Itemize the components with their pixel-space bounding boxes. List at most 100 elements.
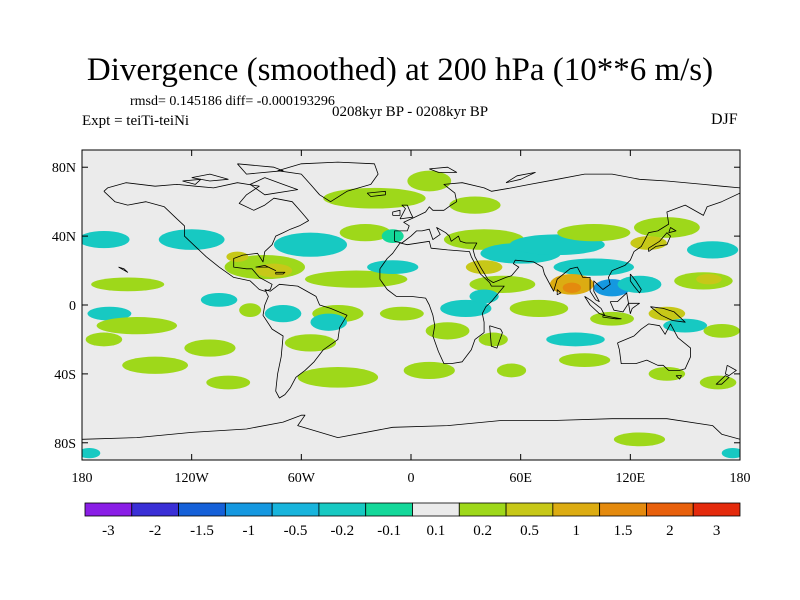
divergence-contour: [469, 289, 499, 304]
divergence-contour: [613, 432, 666, 447]
divergence-contour: [339, 224, 391, 242]
x-tick-label: 0: [408, 471, 415, 486]
colorbar-label: -0.1: [377, 523, 401, 539]
divergence-contour: [590, 311, 634, 326]
divergence-contour: [509, 299, 569, 318]
colorbar-label: -0.2: [330, 523, 354, 539]
coastline: [392, 209, 401, 216]
colorbar-swatch: [692, 502, 741, 517]
coastline: [275, 271, 286, 275]
coastline: [628, 302, 640, 314]
divergence-contour: [686, 241, 739, 259]
colorbar-swatch: [318, 502, 367, 517]
colorbar-label: 1: [573, 523, 581, 539]
coastline: [429, 166, 458, 173]
coastline: [103, 182, 309, 292]
coastline: [715, 375, 730, 385]
coastline: [489, 325, 503, 349]
coastline: [182, 178, 202, 185]
divergence-contour: [381, 229, 404, 243]
colorbar-swatch: [646, 502, 694, 517]
divergence-contour: [469, 275, 536, 293]
coastline: [505, 172, 536, 184]
divergence-contour: [663, 318, 708, 333]
divergence-contour: [200, 292, 238, 307]
divergence-contour: [696, 274, 722, 285]
x-tick-label: 180: [730, 471, 751, 486]
divergence-contour: [87, 306, 132, 321]
divergence-contour: [310, 313, 348, 331]
colorbar-swatch: [458, 502, 507, 517]
colorbar-label: -3: [102, 523, 115, 539]
colorbar-label: 1.5: [614, 523, 633, 539]
divergence-contour: [407, 170, 452, 192]
y-tick-label: 0: [69, 299, 76, 314]
colorbar-label: 0.5: [520, 523, 539, 539]
y-tick-label: 80N: [52, 161, 76, 176]
divergence-contour: [617, 275, 662, 293]
divergence-contour: [264, 305, 302, 323]
colorbar-label: -0.5: [284, 523, 308, 539]
colorbar-swatch: [84, 502, 133, 517]
y-tick-label: 40S: [54, 368, 76, 383]
coastline: [629, 273, 642, 294]
divergence-contour: [403, 361, 455, 380]
rmsd-diff-stats: rmsd= 0.145186 diff= -0.000193296: [130, 94, 335, 109]
x-tick-label: 60E: [509, 471, 532, 486]
divergence-contour: [546, 332, 605, 347]
colorbar-label: 2: [666, 523, 674, 539]
divergence-contour: [449, 196, 501, 214]
divergence-contour: [206, 375, 251, 390]
divergence-contour: [184, 339, 236, 357]
colorbar-label: 0.2: [473, 523, 492, 539]
colorbar-swatch: [271, 502, 320, 517]
divergence-contour: [304, 270, 408, 288]
divergence-contour: [239, 303, 262, 318]
x-tick-label: 120W: [175, 471, 210, 486]
x-tick-label: 120E: [616, 471, 646, 486]
coastline: [725, 364, 737, 376]
season-label: DJF: [711, 111, 738, 128]
coastline: [237, 163, 284, 175]
coastline: [399, 204, 414, 220]
divergence-contour: [379, 306, 424, 321]
divergence-contour: [82, 230, 130, 249]
divergence-contour: [82, 447, 101, 459]
colorbar-label: -1.5: [190, 523, 214, 539]
divergence-contour: [425, 322, 470, 340]
divergence-contour: [553, 258, 634, 276]
y-axis: 80N 40N 0 40S 80S: [52, 161, 740, 452]
coastline: [556, 289, 562, 296]
colorbar-swatch: [599, 502, 647, 517]
colorbar-label: -2: [149, 523, 162, 539]
colorbar-label: 3: [713, 523, 721, 539]
divergence-field: [82, 170, 740, 459]
coastline: [394, 173, 740, 302]
colorbar-label: 0.1: [427, 523, 446, 539]
coastline: [277, 161, 379, 203]
divergence-contour: [648, 306, 686, 321]
colorbar-swatch: [131, 502, 179, 517]
divergence-contour: [496, 363, 527, 378]
coastline: [379, 240, 505, 364]
divergence-contour: [703, 323, 740, 338]
divergence-contour: [323, 187, 426, 209]
coastline: [255, 265, 277, 271]
divergence-contour: [562, 282, 581, 293]
colorbar-label: -1: [243, 523, 256, 539]
colorbar-swatch: [412, 502, 460, 517]
y-tick-label: 40N: [52, 230, 76, 245]
coastlines: [82, 161, 740, 440]
divergence-contour: [367, 260, 419, 274]
coastline: [191, 173, 229, 182]
colorbar-swatch: [224, 502, 273, 517]
divergence-contour: [557, 224, 631, 242]
colorbar-swatch: [552, 502, 601, 517]
coastline: [675, 375, 682, 380]
coastline: [82, 414, 740, 440]
period-label: 0208kyr BP - 0208kyr BP: [331, 104, 489, 120]
coastline: [366, 190, 386, 197]
divergence-contour: [559, 353, 611, 367]
x-axis: 180 120W 60W 0 60E 120E 180: [72, 150, 751, 486]
